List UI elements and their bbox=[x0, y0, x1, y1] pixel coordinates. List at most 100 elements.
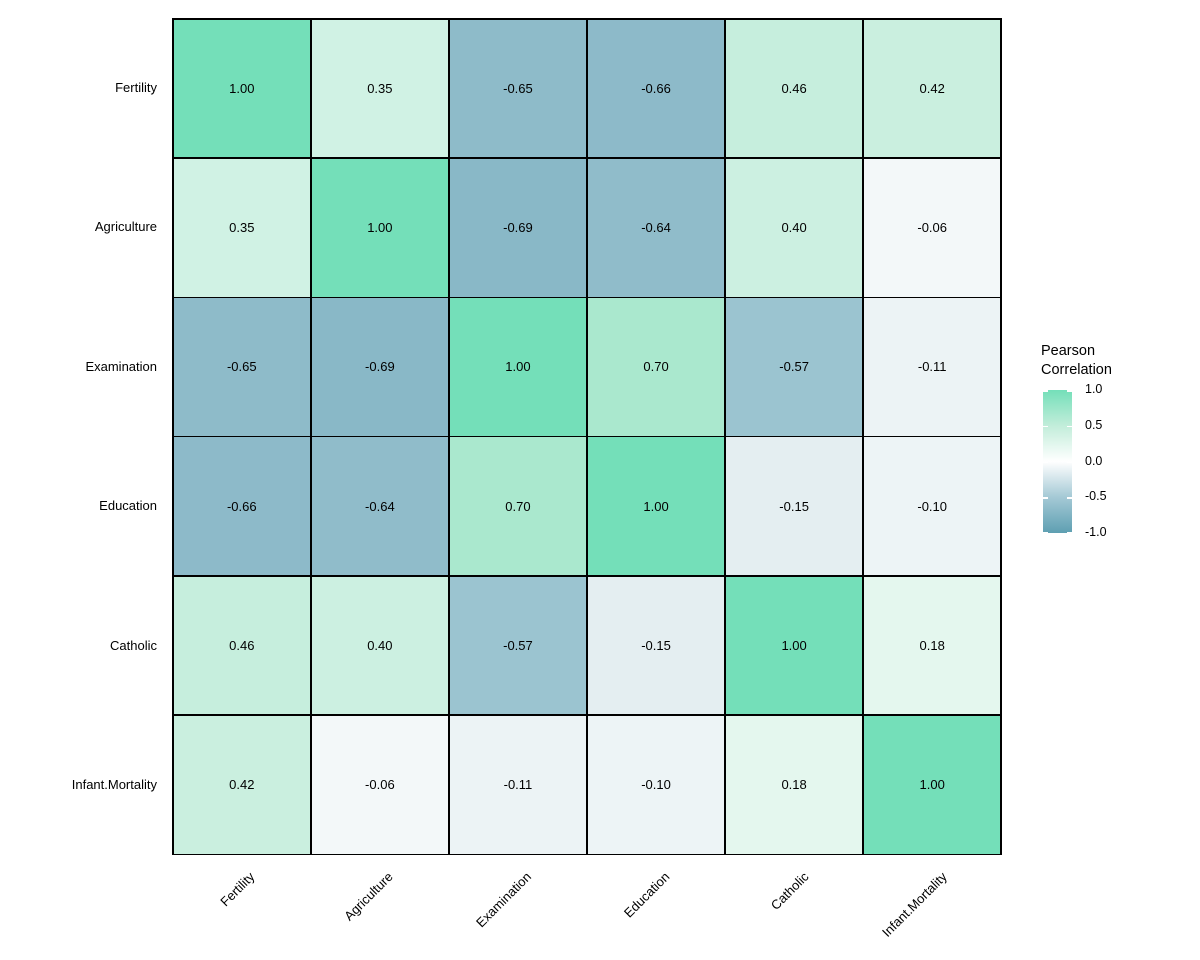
cell-value: -0.11 bbox=[917, 359, 947, 375]
heatmap-cell: -0.64 bbox=[587, 158, 725, 297]
cell-value: -0.06 bbox=[917, 220, 948, 236]
legend-tick-mark bbox=[1067, 461, 1072, 463]
heatmap-cell: 0.35 bbox=[173, 158, 311, 297]
cell-value: -0.57 bbox=[779, 359, 809, 375]
cell-value: -0.15 bbox=[779, 498, 809, 514]
y-axis-label: Catholic bbox=[110, 637, 157, 653]
heatmap-cell: -0.10 bbox=[587, 715, 725, 854]
cell-value: 1.00 bbox=[643, 498, 669, 514]
cell-value: 1.00 bbox=[919, 777, 945, 793]
heatmap-cell: 1.00 bbox=[311, 158, 449, 297]
heatmap-cell: -0.15 bbox=[725, 437, 863, 575]
cell-value: 1.00 bbox=[229, 80, 255, 96]
cell-value: -0.11 bbox=[503, 777, 533, 793]
cell-value: 0.40 bbox=[367, 637, 393, 653]
legend-tick-mark bbox=[1067, 531, 1072, 533]
heatmap-cell: -0.65 bbox=[449, 19, 587, 158]
legend-title-line2: Correlation bbox=[1041, 362, 1112, 378]
cell-value: -0.15 bbox=[641, 637, 671, 653]
cell-value: -0.66 bbox=[641, 80, 671, 96]
heatmap-cell: 1.00 bbox=[449, 298, 587, 436]
heatmap-cell: -0.11 bbox=[449, 715, 587, 854]
cell-value: -0.64 bbox=[365, 498, 395, 514]
heatmap-cell: -0.11 bbox=[863, 298, 1001, 436]
cell-value: 0.18 bbox=[781, 777, 807, 793]
heatmap-cell: -0.64 bbox=[311, 437, 449, 575]
legend-tick-label: 1.0 bbox=[1085, 382, 1103, 396]
cell-value: -0.10 bbox=[641, 777, 671, 793]
heatmap-cell: 0.40 bbox=[311, 576, 449, 715]
cell-value: 1.00 bbox=[505, 359, 531, 375]
cell-value: 0.18 bbox=[919, 637, 945, 653]
heatmap-cell: 0.42 bbox=[863, 19, 1001, 158]
heatmap-cell: -0.66 bbox=[173, 437, 311, 575]
heatmap-cell: 0.46 bbox=[725, 19, 863, 158]
cell-value: 1.00 bbox=[367, 220, 393, 236]
legend-tick-mark bbox=[1043, 425, 1048, 428]
legend-tick-mark bbox=[1043, 461, 1048, 463]
cell-value: -0.65 bbox=[503, 80, 533, 96]
legend-tick-label: -0.5 bbox=[1085, 489, 1107, 504]
x-axis-label: Catholic bbox=[767, 869, 812, 913]
heatmap-cell: 1.00 bbox=[587, 437, 725, 575]
cell-value: 0.40 bbox=[781, 220, 807, 236]
x-axis-label: Examination bbox=[473, 869, 535, 931]
y-axis-label: Fertility bbox=[115, 79, 157, 95]
cell-value: 0.35 bbox=[367, 80, 393, 96]
cell-value: -0.65 bbox=[226, 359, 257, 375]
y-axis-label: Infant.Mortality bbox=[71, 777, 157, 793]
x-axis-label: Education bbox=[621, 869, 673, 921]
heatmap-cell: -0.57 bbox=[725, 298, 863, 436]
heatmap-cell: 0.35 bbox=[311, 19, 449, 158]
heatmap-cell: 0.46 bbox=[173, 576, 311, 715]
heatmap-cell: -0.69 bbox=[311, 298, 449, 436]
heatmap-cell: 1.00 bbox=[725, 576, 863, 715]
cell-value: 0.35 bbox=[229, 220, 255, 236]
heatmap-cell: -0.57 bbox=[449, 576, 587, 715]
y-axis-label: Education bbox=[99, 498, 157, 514]
heatmap-cell: -0.06 bbox=[863, 158, 1001, 297]
legend-title: Pearson Correlation bbox=[1041, 342, 1112, 380]
heatmap-cell: 1.00 bbox=[863, 715, 1001, 854]
heatmap-cell: -0.65 bbox=[173, 298, 311, 436]
heatmap-cell: 1.00 bbox=[173, 19, 311, 158]
cell-value: 0.42 bbox=[919, 80, 945, 96]
cell-value: -0.69 bbox=[365, 359, 395, 375]
legend-tick-mark bbox=[1067, 390, 1072, 392]
heatmap-cell: -0.66 bbox=[587, 19, 725, 158]
heatmap-cell: 0.42 bbox=[173, 715, 311, 854]
cell-value: -0.06 bbox=[365, 777, 395, 793]
x-axis-label: Fertility bbox=[217, 869, 258, 910]
heatmap-cell: 0.70 bbox=[449, 437, 587, 575]
cell-value: -0.57 bbox=[503, 637, 533, 653]
x-axis-label: Agriculture bbox=[341, 869, 397, 924]
cell-value: -0.10 bbox=[917, 498, 948, 514]
legend-tick-label: -1.0 bbox=[1085, 525, 1107, 539]
heatmap-cell: 0.18 bbox=[725, 715, 863, 854]
heatmap-cell: 0.40 bbox=[725, 158, 863, 297]
legend-tick-mark bbox=[1043, 531, 1048, 533]
cell-value: -0.66 bbox=[226, 498, 257, 514]
heatmap-cell: 0.70 bbox=[587, 298, 725, 436]
cell-value: 0.46 bbox=[781, 80, 807, 96]
cell-value: 1.00 bbox=[781, 637, 807, 653]
legend-tick-mark bbox=[1067, 425, 1072, 428]
heatmap-cell: -0.06 bbox=[311, 715, 449, 854]
cell-value: 0.46 bbox=[229, 637, 255, 653]
cell-value: 0.42 bbox=[229, 777, 255, 793]
heatmap-cell: 0.18 bbox=[863, 576, 1001, 715]
y-axis-label: Examination bbox=[85, 358, 157, 374]
legend-tick-mark bbox=[1067, 497, 1072, 499]
heatmap-cell: -0.15 bbox=[587, 576, 725, 715]
legend-tick-label: 0.5 bbox=[1085, 417, 1103, 432]
x-axis-label: Infant.Mortality bbox=[878, 869, 950, 940]
heatmap-cell: -0.69 bbox=[449, 158, 587, 297]
legend-tick-mark bbox=[1043, 497, 1048, 499]
legend-tick-label: 0.0 bbox=[1085, 453, 1103, 468]
cell-value: 0.70 bbox=[505, 498, 531, 514]
cell-value: 0.70 bbox=[643, 359, 669, 375]
y-axis-label: Agriculture bbox=[94, 219, 157, 235]
cell-value: -0.69 bbox=[503, 220, 533, 236]
legend-tick-mark bbox=[1043, 390, 1048, 392]
